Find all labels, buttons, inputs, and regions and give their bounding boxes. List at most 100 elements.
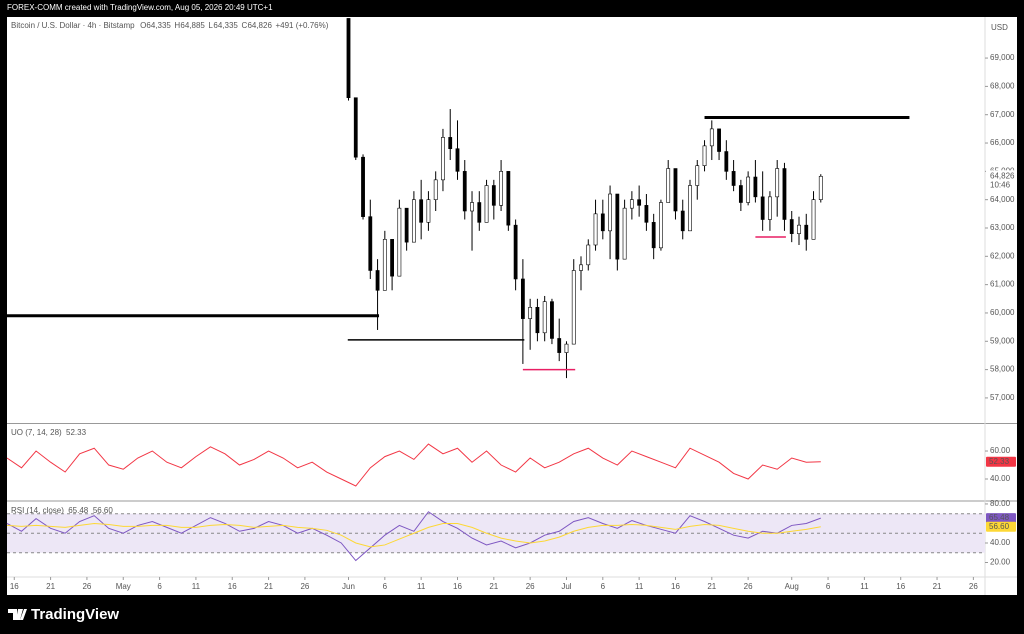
x-tick-label: 6 <box>383 582 388 591</box>
x-tick-label: 21 <box>933 582 942 591</box>
candle-body <box>702 145 707 166</box>
last-value-label: 52.33 <box>989 457 1010 466</box>
x-tick-label: 11 <box>417 582 426 591</box>
indicator-line <box>6 443 821 487</box>
candle-body <box>462 171 467 212</box>
x-tick-label: 16 <box>453 582 462 591</box>
candle-body <box>615 193 620 260</box>
candle-body <box>404 207 409 243</box>
brand: TradingView <box>8 606 119 623</box>
ohlc-key: H <box>174 21 180 30</box>
brand-name: TradingView <box>31 606 119 623</box>
uo-title: UO (7, 14, 28) <box>11 428 62 437</box>
candle-body <box>760 196 765 220</box>
chart-area <box>7 17 1017 595</box>
x-tick-label: 26 <box>744 582 753 591</box>
indicator-line <box>6 522 821 548</box>
candle-body <box>382 239 387 291</box>
price-change: +491 (+0.76%) <box>275 21 328 30</box>
candle-body <box>499 171 503 206</box>
last-value-label: 65.48 <box>989 513 1010 522</box>
candle-body <box>724 151 729 172</box>
candle-body <box>622 207 627 260</box>
y-tick-label: 60,000 <box>990 308 1015 317</box>
y-tick-label: 68,000 <box>990 81 1015 90</box>
candle-body <box>557 338 562 353</box>
legend-value: 52.33 <box>66 428 87 437</box>
x-tick-label: 21 <box>264 582 273 591</box>
x-tick-label: 11 <box>635 582 644 591</box>
candle-body <box>353 97 358 158</box>
candle-body <box>637 199 642 206</box>
y-tick-label: 64,000 <box>990 195 1015 204</box>
candle-body <box>579 264 583 271</box>
last-value-box <box>986 521 1016 532</box>
candle-body <box>651 222 656 249</box>
y-tick-label: 66,000 <box>990 138 1015 147</box>
x-tick-label: 6 <box>826 582 831 591</box>
candle-body <box>397 207 402 277</box>
candle-body <box>688 185 692 232</box>
y-tick-label: 40.00 <box>990 538 1011 547</box>
legend-value: 56.60 <box>93 506 114 515</box>
ohlc-value: 64,335 <box>146 21 171 30</box>
candle-body <box>695 165 700 186</box>
last-value-label: 56.60 <box>989 522 1010 531</box>
candle-body <box>346 18 351 99</box>
indicator-line <box>6 511 821 562</box>
x-tick-label: 21 <box>489 582 498 591</box>
candle-body <box>586 244 591 266</box>
x-tick-label: 6 <box>601 582 606 591</box>
x-tick-label: Aug <box>785 582 799 591</box>
candle-body <box>368 216 373 271</box>
candle-body <box>717 128 721 152</box>
candle-body <box>361 156 365 217</box>
x-tick-label: 16 <box>10 582 19 591</box>
x-tick-label: 16 <box>896 582 905 591</box>
candle-body <box>709 128 714 147</box>
x-tick-label: 26 <box>526 582 535 591</box>
candle-body <box>433 179 438 200</box>
y-tick-label: 80.00 <box>990 499 1011 508</box>
ohlc-value: 64,335 <box>213 21 238 30</box>
x-tick-label: 26 <box>82 582 91 591</box>
y-tick-label: 60.00 <box>990 446 1011 455</box>
candle-body <box>600 213 605 232</box>
candle-body <box>768 196 772 220</box>
x-tick-label: Jun <box>342 582 355 591</box>
candle-body <box>411 199 416 243</box>
candle-body <box>564 343 569 353</box>
candle-body <box>811 199 816 240</box>
candle-body <box>513 224 518 280</box>
x-tick-label: 26 <box>300 582 309 591</box>
candle-body <box>419 199 424 223</box>
brand-logo <box>8 609 27 620</box>
x-tick-label: 6 <box>157 582 162 591</box>
x-tick-label: 16 <box>671 582 680 591</box>
candle-body <box>542 301 547 334</box>
candle-body <box>746 176 751 203</box>
candle-body <box>731 171 736 186</box>
y-tick-label: 20.00 <box>990 558 1011 567</box>
last-value-box <box>986 513 1016 524</box>
candle-body <box>797 224 801 234</box>
header-caption: FOREX-COMM created with TradingView.com,… <box>7 3 273 12</box>
ohlc-value: 64,826 <box>247 21 272 30</box>
candle-body <box>804 224 809 240</box>
x-tick-label: 11 <box>860 582 869 591</box>
y-tick-label: 61,000 <box>990 280 1015 289</box>
x-tick-label: May <box>116 582 131 591</box>
candle-body <box>680 210 685 232</box>
candle-body <box>659 202 663 249</box>
y-tick-label: 62,000 <box>990 251 1015 260</box>
x-tick-label: 11 <box>192 582 201 591</box>
countdown: 10:46 <box>990 180 1011 189</box>
candle-body <box>789 219 794 234</box>
candle-body <box>571 270 576 345</box>
candle-body <box>390 239 394 277</box>
candle-body <box>593 213 598 246</box>
y-tick-label: 67,000 <box>990 110 1015 119</box>
y-tick-label: 57,000 <box>990 393 1015 402</box>
candle-body <box>528 306 533 319</box>
candle-body <box>484 185 489 223</box>
